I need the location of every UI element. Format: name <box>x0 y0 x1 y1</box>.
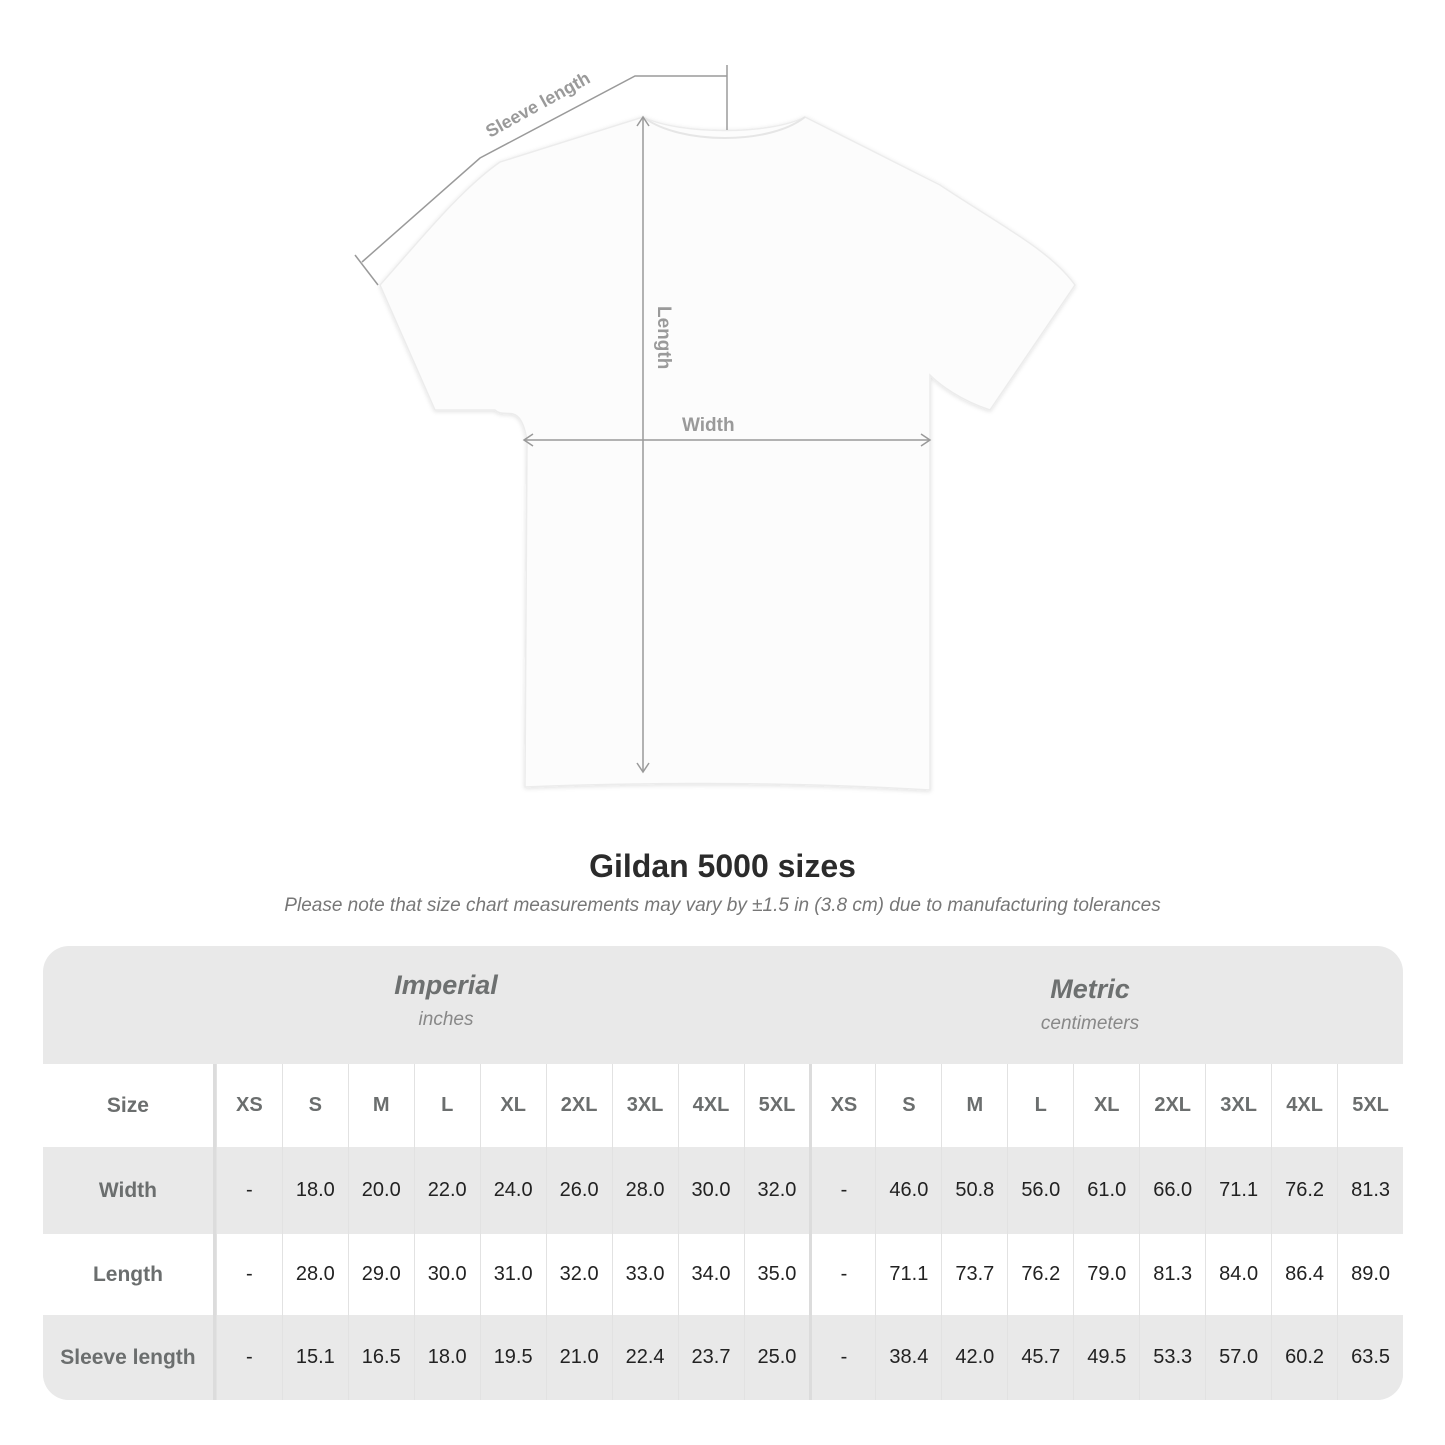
tolerance-note: Please note that size chart measurements… <box>284 895 1161 916</box>
sleeve-length-label: Sleeve length <box>482 68 593 142</box>
width-label: Width <box>682 415 735 436</box>
imperial-value: 30.0 <box>413 1234 480 1315</box>
metric-value: 63.5 <box>1337 1315 1403 1400</box>
metric-value: 53.3 <box>1139 1315 1205 1400</box>
imperial-value: 24.0 <box>479 1147 546 1234</box>
imperial-value: 29.0 <box>347 1234 414 1315</box>
metric-value: 86.4 <box>1271 1234 1337 1315</box>
imperial-value: 16.5 <box>347 1315 414 1400</box>
size-header-imperial: XL <box>479 1064 546 1147</box>
metric-value: 81.3 <box>1337 1147 1403 1234</box>
size-header-metric: L <box>1007 1064 1073 1147</box>
metric-value: 71.1 <box>1205 1147 1271 1234</box>
imperial-value: 23.7 <box>677 1315 744 1400</box>
metric-value: 57.0 <box>1205 1315 1271 1400</box>
imperial-value: - <box>215 1315 282 1400</box>
size-header-metric: XL <box>1073 1064 1139 1147</box>
metric-value: 60.2 <box>1271 1315 1337 1400</box>
imperial-value: 18.0 <box>413 1315 480 1400</box>
imperial-value: - <box>215 1234 282 1315</box>
row-label: Width <box>43 1147 216 1234</box>
metric-value: 66.0 <box>1139 1147 1205 1234</box>
imperial-value: 31.0 <box>479 1234 546 1315</box>
tshirt-shape <box>379 116 1076 791</box>
metric-label: Metric <box>1050 974 1130 1004</box>
metric-value: 46.0 <box>875 1147 941 1234</box>
size-header-imperial: XS <box>215 1064 282 1147</box>
size-header-imperial: M <box>347 1064 414 1147</box>
imperial-value: 21.0 <box>545 1315 612 1400</box>
imperial-value: 22.0 <box>413 1147 480 1234</box>
imperial-value: 25.0 <box>743 1315 810 1400</box>
metric-value: 49.5 <box>1073 1315 1139 1400</box>
metric-value: 50.8 <box>941 1147 1007 1234</box>
imperial-value: 32.0 <box>743 1147 810 1234</box>
size-header-imperial: 4XL <box>677 1064 744 1147</box>
size-header-imperial: 3XL <box>611 1064 678 1147</box>
table-row: Sleeve length -15.1 16.5 18.0 19.5 21.0 22.4 23… <box>43 1315 1403 1400</box>
metric-value: - <box>809 1234 875 1315</box>
imperial-value: 28.0 <box>281 1234 348 1315</box>
tshirt-diagram: Sleeve length Length Width <box>354 65 1076 791</box>
table-row: Length -28.0 29.0 30.0 31.0 32.0 33.0 34.0 35.0-… <box>43 1234 1403 1315</box>
imperial-label: Imperial <box>394 970 498 1000</box>
size-header-metric: 4XL <box>1271 1064 1337 1147</box>
metric-value: 56.0 <box>1007 1147 1073 1234</box>
imperial-value: 26.0 <box>545 1147 612 1234</box>
size-header-metric: XS <box>809 1064 875 1147</box>
metric-value: 76.2 <box>1007 1234 1073 1315</box>
imperial-value: 28.0 <box>611 1147 678 1234</box>
metric-value: 42.0 <box>941 1315 1007 1400</box>
length-label: Length <box>653 306 674 369</box>
metric-header: Metric centimeters <box>810 974 1370 1092</box>
chart-title: Gildan 5000 sizes <box>589 848 856 884</box>
imperial-value: 34.0 <box>677 1234 744 1315</box>
metric-value: 89.0 <box>1337 1234 1403 1315</box>
metric-value: 38.4 <box>875 1315 941 1400</box>
imperial-value: 19.5 <box>479 1315 546 1400</box>
metric-value: 84.0 <box>1205 1234 1271 1315</box>
imperial-value: 15.1 <box>281 1315 348 1400</box>
imperial-value: 30.0 <box>677 1147 744 1234</box>
imperial-value: - <box>215 1147 282 1234</box>
size-header-metric: M <box>941 1064 1007 1147</box>
measurement-lines <box>354 65 932 774</box>
imperial-value: 33.0 <box>611 1234 678 1315</box>
metric-value: 45.7 <box>1007 1315 1073 1400</box>
size-header-metric: 5XL <box>1337 1064 1403 1147</box>
size-header-metric: 2XL <box>1139 1064 1205 1147</box>
imperial-value: 18.0 <box>281 1147 348 1234</box>
imperial-header: Imperial inches <box>216 970 676 1088</box>
metric-value: 61.0 <box>1073 1147 1139 1234</box>
size-header-row: Size XS S M L XL 2XL 3XL 4XL 5XL XS S M L XL 2XL 3XL 4XL 5… <box>43 1064 1403 1147</box>
size-table: Imperial inches Metric centimeters Size X… <box>43 946 1403 1400</box>
size-header-imperial: S <box>281 1064 348 1147</box>
imperial-value: 32.0 <box>545 1234 612 1315</box>
size-header-imperial: L <box>413 1064 480 1147</box>
size-header-metric: S <box>875 1064 941 1147</box>
imperial-value: 20.0 <box>347 1147 414 1234</box>
metric-value: 73.7 <box>941 1234 1007 1315</box>
size-header-metric: 3XL <box>1205 1064 1271 1147</box>
imperial-value: 22.4 <box>611 1315 678 1400</box>
row-label: Sleeve length <box>43 1315 216 1400</box>
metric-value: 76.2 <box>1271 1147 1337 1234</box>
metric-value: - <box>809 1315 875 1400</box>
imperial-unit: inches <box>418 1009 474 1030</box>
imperial-value: 35.0 <box>743 1234 810 1315</box>
metric-value: 81.3 <box>1139 1234 1205 1315</box>
size-header-imperial: 5XL <box>743 1064 810 1147</box>
metric-unit: centimeters <box>1040 1013 1140 1034</box>
metric-value: 79.0 <box>1073 1234 1139 1315</box>
metric-value: 71.1 <box>875 1234 941 1315</box>
metric-value: - <box>809 1147 875 1234</box>
size-header-imperial: 2XL <box>545 1064 612 1147</box>
size-label: Size <box>43 1064 216 1147</box>
table-row: Width -18.0 20.0 22.0 24.0 26.0 28.0 30.0 32.0-4… <box>43 1147 1403 1234</box>
row-label: Length <box>43 1234 216 1315</box>
